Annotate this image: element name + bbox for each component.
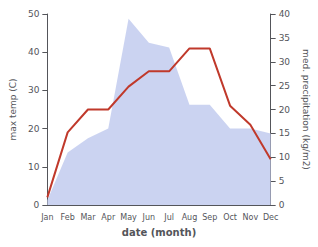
svg-text:20: 20 (279, 105, 291, 115)
svg-text:Jan: Jan (40, 213, 53, 222)
svg-text:Apr: Apr (101, 213, 116, 222)
svg-text:Oct: Oct (223, 213, 237, 222)
svg-text:Feb: Feb (61, 213, 75, 222)
svg-text:Aug: Aug (182, 213, 198, 222)
svg-text:20: 20 (28, 124, 40, 134)
svg-text:med. precipitation (kg/m2): med. precipitation (kg/m2) (301, 49, 311, 170)
svg-text:Mar: Mar (80, 213, 96, 222)
svg-text:30: 30 (279, 57, 291, 67)
svg-text:40: 40 (279, 9, 291, 19)
svg-text:max temp (C): max temp (C) (8, 78, 18, 140)
svg-text:50: 50 (28, 9, 40, 19)
svg-text:35: 35 (279, 33, 290, 43)
svg-text:5: 5 (279, 176, 285, 186)
svg-text:Jul: Jul (163, 213, 174, 222)
svg-text:Jun: Jun (142, 213, 156, 222)
svg-text:25: 25 (279, 81, 290, 91)
svg-text:May: May (120, 213, 137, 222)
svg-text:10: 10 (28, 162, 40, 172)
svg-text:0: 0 (279, 200, 285, 210)
svg-text:Nov: Nov (243, 213, 259, 222)
svg-text:Sep: Sep (202, 213, 217, 222)
svg-text:10: 10 (279, 152, 291, 162)
svg-text:Dec: Dec (263, 213, 278, 222)
svg-text:date (month): date (month) (122, 227, 196, 238)
svg-text:15: 15 (279, 128, 290, 138)
svg-text:30: 30 (28, 85, 40, 95)
svg-text:0: 0 (34, 200, 40, 210)
svg-text:40: 40 (28, 47, 40, 57)
